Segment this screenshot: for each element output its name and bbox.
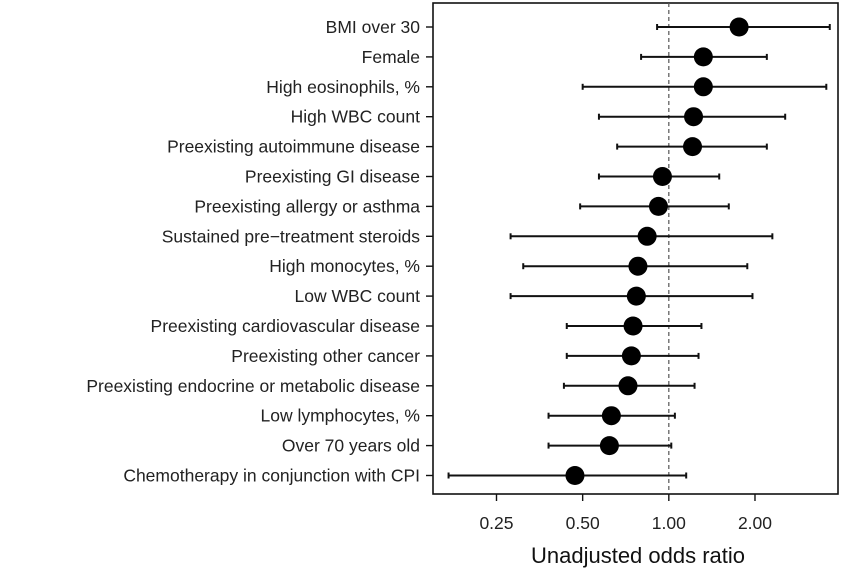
point-estimate (623, 316, 643, 336)
point-estimate (637, 226, 657, 246)
point-estimate (599, 436, 619, 456)
point-estimate (618, 376, 638, 396)
row-label: BMI over 30 (326, 17, 421, 37)
point-estimate (684, 107, 704, 127)
row-label: High WBC count (291, 107, 420, 127)
point-estimate (652, 167, 672, 186)
point-estimate (648, 196, 668, 216)
row-label: Over 70 years old (282, 436, 420, 456)
point-estimate (565, 466, 585, 485)
row-label: Preexisting cardiovascular disease (151, 316, 420, 336)
point-estimate (621, 346, 641, 366)
x-axis-title: Unadjusted odds ratio (531, 543, 745, 568)
row-label: Female (362, 47, 420, 67)
row-label: Preexisting GI disease (245, 167, 420, 187)
point-estimate (626, 286, 646, 306)
x-tick-label: 2.00 (738, 513, 772, 533)
row-label: Preexisting other cancer (231, 346, 420, 366)
row-label: High eosinophils, % (266, 77, 420, 97)
row-label: Preexisting endocrine or metabolic disea… (86, 376, 420, 396)
point-estimate (628, 256, 648, 276)
x-tick-label: 1.00 (652, 513, 686, 533)
point-estimate (693, 77, 713, 97)
row-label: Sustained pre−treatment steroids (162, 226, 421, 246)
row-label: Low WBC count (295, 286, 421, 306)
point-estimate (693, 47, 713, 67)
point-estimate (683, 137, 703, 157)
row-label: Preexisting allergy or asthma (194, 196, 420, 216)
x-tick-label: 0.50 (566, 513, 600, 533)
row-label: Preexisting autoimmune disease (167, 137, 420, 157)
x-tick-label: 0.25 (479, 513, 513, 533)
row-label: Low lymphocytes, % (260, 406, 420, 426)
row-label: Chemotherapy in conjunction with CPI (123, 466, 420, 486)
row-label: High monocytes, % (269, 256, 420, 276)
plot-frame (432, 2, 839, 495)
point-estimate (729, 17, 749, 37)
point-estimate (601, 406, 621, 426)
